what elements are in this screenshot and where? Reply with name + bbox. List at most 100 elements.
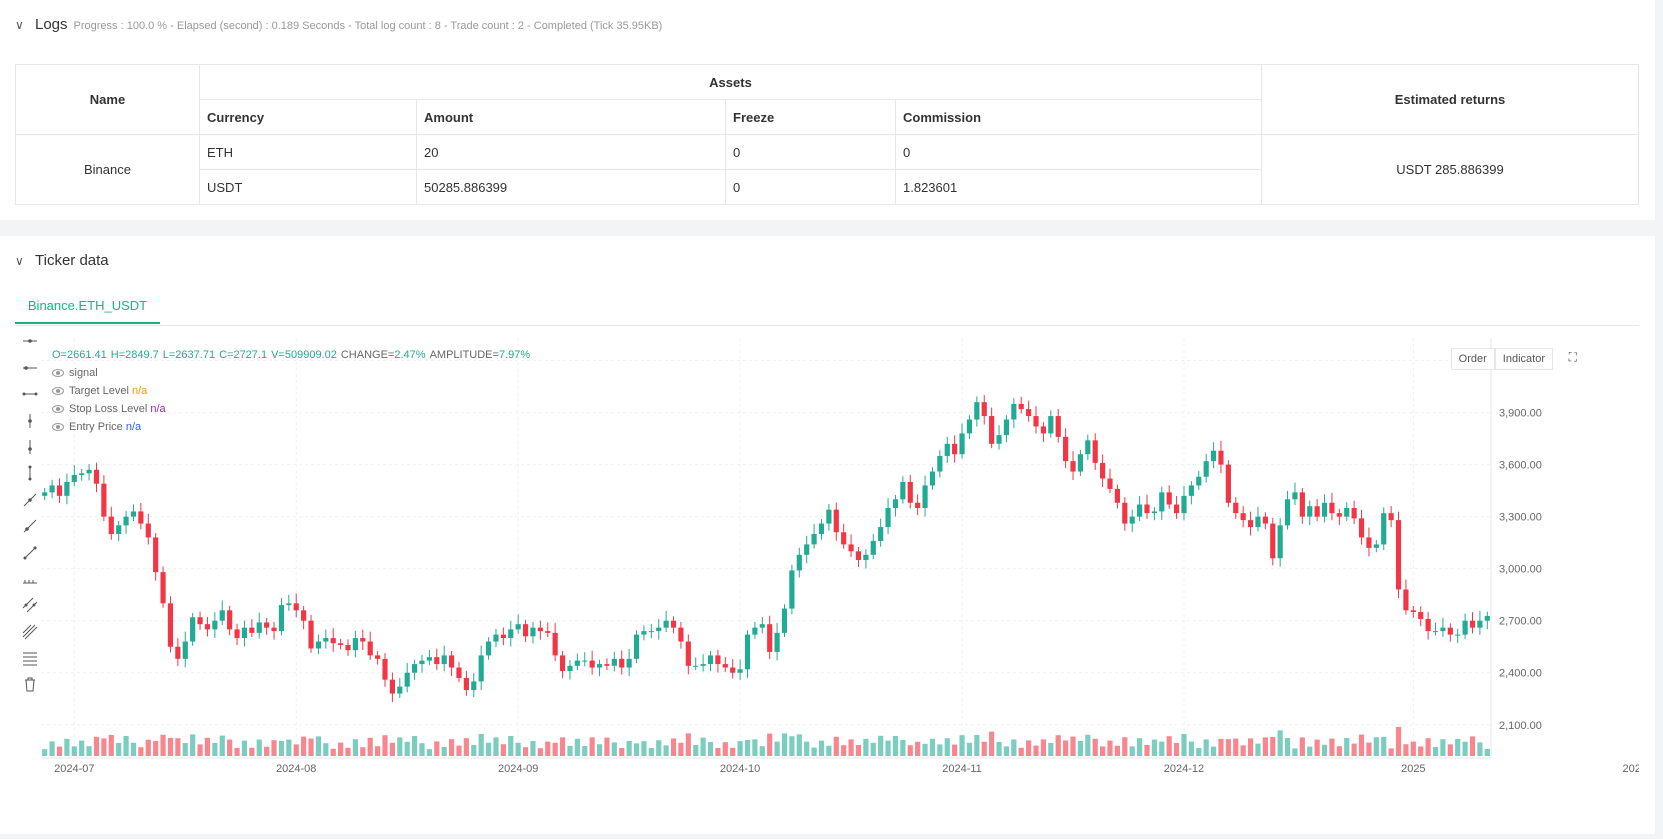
extended-trend-icon[interactable] xyxy=(21,544,39,562)
eye-icon[interactable] xyxy=(52,423,64,431)
volume-bar xyxy=(1418,746,1424,756)
candle-body xyxy=(1432,631,1439,633)
chevron-down-icon[interactable]: ∨ xyxy=(15,18,24,32)
logs-header[interactable]: ∨ Logs Progress : 100.0 % - Elapsed (sec… xyxy=(15,16,662,33)
ray-icon[interactable] xyxy=(21,517,39,535)
candle-body xyxy=(863,554,869,561)
volume-bar xyxy=(1381,736,1387,756)
chart-area[interactable]: 4,200.003,900.003,600.003,300.003,000.00… xyxy=(15,338,1639,828)
x-tick-label: 2024-11 xyxy=(942,763,982,775)
candle-body xyxy=(1277,525,1283,559)
volume-bar xyxy=(1314,739,1320,756)
legend-signal[interactable]: signal xyxy=(52,364,534,382)
volume-bar xyxy=(1373,737,1379,756)
volume-bar xyxy=(1477,742,1483,756)
candle-body xyxy=(182,641,188,659)
volume-bar xyxy=(1203,739,1209,756)
candle-body xyxy=(981,402,987,417)
legend-stop[interactable]: Stop Loss Level n/a xyxy=(52,400,534,418)
horizontal-line-icon[interactable] xyxy=(21,332,39,350)
chevron-down-icon[interactable]: ∨ xyxy=(15,254,24,268)
candle-body xyxy=(145,523,151,538)
ticker-header[interactable]: ∨ Ticker data xyxy=(15,252,109,269)
freeze-cell: 0 xyxy=(725,169,896,205)
candle-body xyxy=(338,643,344,645)
volume-bar xyxy=(1233,738,1239,756)
extended-line-icon[interactable] xyxy=(21,385,39,403)
indicator-button[interactable]: Indicator xyxy=(1494,348,1553,370)
order-button[interactable]: Order xyxy=(1450,348,1495,370)
volume-bar xyxy=(626,741,632,756)
vertical-line-icon[interactable] xyxy=(21,412,39,430)
y-tick-label: 3,000.00 xyxy=(1499,564,1542,576)
parallel-channel-icon[interactable] xyxy=(21,570,39,588)
legend-target[interactable]: Target Level n/a xyxy=(52,382,534,400)
candle-body xyxy=(1181,495,1187,514)
volume-bar xyxy=(167,738,174,756)
candle-body xyxy=(204,624,211,630)
amount-cell: 20 xyxy=(416,134,726,170)
volume-bar xyxy=(1462,741,1468,756)
trend-line-icon[interactable] xyxy=(21,491,39,509)
ohlc-amplitude-value: 7.97% xyxy=(498,349,531,361)
tab-binance-eth-usdt[interactable]: Binance.ETH_USDT xyxy=(15,288,160,324)
eye-icon[interactable] xyxy=(52,405,64,413)
volume-bar xyxy=(249,747,255,756)
legend-entry[interactable]: Entry Price n/a xyxy=(52,418,534,436)
header-freeze: Freeze xyxy=(725,99,896,135)
candle-body xyxy=(1255,516,1261,528)
volume-bar xyxy=(1447,744,1453,756)
candle-body xyxy=(1151,511,1157,514)
candle-body xyxy=(315,641,322,649)
volume-bar xyxy=(1358,734,1365,756)
vertical-segment-icon[interactable] xyxy=(21,438,39,456)
volume-bar xyxy=(1469,736,1476,756)
candle-body xyxy=(190,617,196,642)
candle-body xyxy=(234,629,240,639)
y-tick-label: 3,300.00 xyxy=(1499,512,1542,524)
y-tick-label: 2,100.00 xyxy=(1499,720,1542,732)
pitchfork-icon[interactable] xyxy=(21,596,39,614)
volume-bar xyxy=(759,746,765,756)
fib-icon[interactable] xyxy=(21,623,39,641)
volume-bar xyxy=(1033,745,1039,756)
volume-bar xyxy=(419,743,425,756)
measure-icon[interactable] xyxy=(21,649,39,667)
candle-body xyxy=(382,658,388,680)
candle-body xyxy=(419,660,425,665)
volume-bar xyxy=(1122,737,1128,756)
candle-body xyxy=(759,624,765,628)
volume-bar xyxy=(441,747,447,756)
vertical-ray-icon[interactable] xyxy=(21,464,39,482)
candle-body xyxy=(485,641,492,656)
candlestick-chart[interactable]: 4,200.003,900.003,600.003,300.003,000.00… xyxy=(15,338,1639,828)
fullscreen-icon[interactable]: ⛶ xyxy=(1568,350,1577,364)
volume-bar xyxy=(707,742,714,756)
candle-body xyxy=(700,664,706,666)
candle-body xyxy=(227,610,233,630)
volume-bar xyxy=(1410,741,1416,756)
candle-body xyxy=(1366,537,1372,548)
candle-body xyxy=(855,551,862,561)
volume-bar xyxy=(1255,743,1261,756)
ohlc-change-value: 2.47% xyxy=(394,349,426,361)
candle-body xyxy=(1373,544,1379,548)
volume-bar xyxy=(1070,736,1076,756)
trash-icon[interactable] xyxy=(21,675,39,693)
ticker-title: Ticker data xyxy=(35,252,109,269)
volume-bar xyxy=(1173,743,1180,756)
volume-bar xyxy=(1403,744,1409,756)
eye-icon[interactable] xyxy=(52,387,64,395)
candle-body xyxy=(49,485,55,493)
eye-icon[interactable] xyxy=(52,369,64,377)
candle-body xyxy=(456,667,462,678)
volume-bar xyxy=(1100,746,1106,756)
candle-body xyxy=(1225,464,1231,503)
volume-bar xyxy=(1085,734,1091,756)
horizontal-ray-icon[interactable] xyxy=(21,359,39,377)
volume-bar xyxy=(1011,739,1017,756)
candle-body xyxy=(1129,516,1135,524)
header-estimated-returns: Estimated returns xyxy=(1261,64,1639,135)
candle-body xyxy=(426,657,432,661)
volume-bar xyxy=(1218,738,1224,756)
